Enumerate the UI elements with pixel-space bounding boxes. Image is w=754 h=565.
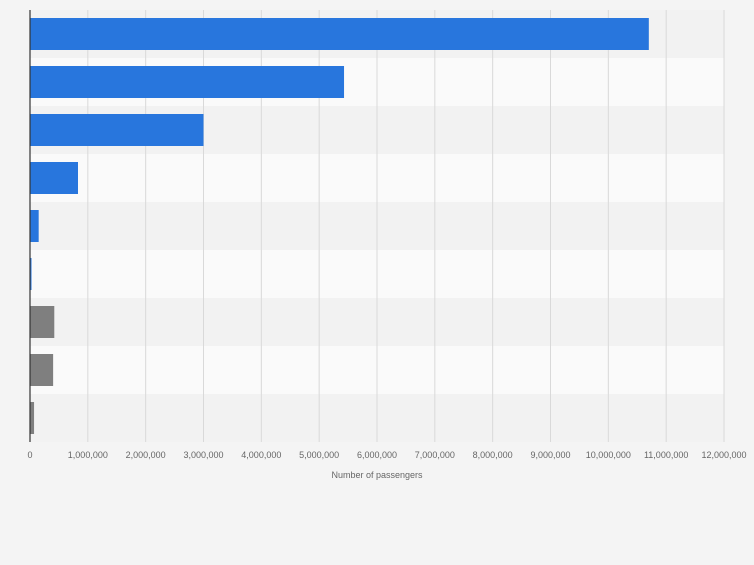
x-tick-label: 0 [27, 450, 32, 460]
bars [30, 18, 649, 434]
bar [30, 354, 54, 386]
x-tick-label: 12,000,000 [701, 450, 746, 460]
bar [30, 66, 345, 98]
x-tick-label: 11,000,000 [644, 450, 688, 460]
bar [30, 18, 649, 50]
bar [30, 162, 79, 194]
bar [30, 258, 32, 290]
x-tick-label: 6,000,000 [357, 450, 397, 460]
bar [30, 402, 35, 434]
x-tick-label: 10,000,000 [586, 450, 631, 460]
x-tick-label: 4,000,000 [241, 450, 281, 460]
x-tick-label: 5,000,000 [299, 450, 339, 460]
bar [30, 114, 204, 146]
x-axis-label: Number of passengers [331, 470, 423, 480]
x-tick-label: 8,000,000 [473, 450, 513, 460]
bar [30, 210, 39, 242]
bar [30, 306, 55, 338]
x-tick-label: 1,000,000 [68, 450, 108, 460]
x-tick-label: 7,000,000 [415, 450, 455, 460]
x-tick-label: 3,000,000 [183, 450, 223, 460]
x-tick-label: 9,000,000 [530, 450, 570, 460]
x-tick-label: 2,000,000 [126, 450, 166, 460]
x-tick-labels: 0 1,000,000 2,000,000 3,000,000 4,000,000 5,0… [27, 450, 746, 460]
